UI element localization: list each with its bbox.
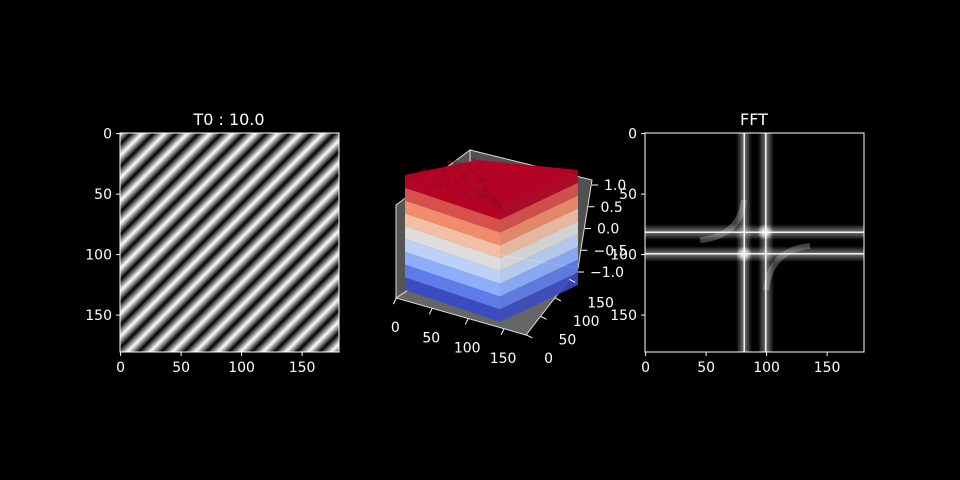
surface-top-cell: [481, 177, 485, 180]
surface-top-cell: [434, 184, 438, 187]
panel1-title: T0 : 10.0: [192, 110, 264, 129]
panel1-xtick-label: 50: [172, 360, 190, 376]
panel3-xtick-label: 0: [641, 360, 650, 376]
surface-top-cell: [457, 169, 461, 172]
sinusoid-image: [120, 133, 339, 352]
fft-panel: FFT 0 50 100 150 0 50 100 150: [610, 110, 864, 376]
surface-xtick-label: 100: [454, 341, 481, 357]
surface-top-cell: [498, 206, 502, 209]
surface-top-cell: [461, 193, 465, 196]
surface-top-cell: [488, 186, 492, 189]
panel3-ytick-label: 150: [610, 308, 637, 324]
surface-top-cell: [471, 170, 475, 173]
surface-ytick-label: 0: [544, 351, 553, 367]
surface-top-cell: [441, 174, 445, 177]
surface-top-cell: [468, 195, 472, 198]
panel1-xtick-label: 0: [116, 360, 125, 376]
surface-top-cell: [477, 174, 481, 177]
surface-top-cell: [445, 184, 449, 187]
surface-top-cell: [447, 160, 451, 163]
panel3-x-axis: 0 50 100 150: [641, 352, 840, 376]
surface-top-cell: [459, 162, 463, 165]
surface-xtick-label: 0: [391, 320, 400, 336]
surface-ztick-label: −1.0: [590, 265, 624, 281]
panel3-ytick-label: 100: [610, 248, 637, 264]
surface-xtick: [393, 298, 396, 304]
fft-image: [645, 133, 864, 352]
panel3-xtick-label: 150: [814, 360, 841, 376]
surface-top-cell: [438, 175, 442, 178]
surface-xtick: [501, 329, 504, 335]
sinusoid-panel: T0 : 10.0 0 50 100 150 0 50 100 150: [85, 110, 339, 376]
panel1-ytick-label: 0: [103, 127, 112, 143]
surface-top-cell: [466, 166, 470, 169]
panel3-ytick-label: 50: [619, 187, 637, 203]
surface-top-cell: [477, 167, 481, 170]
surface-ytick: [555, 298, 561, 301]
surface-top-cell: [446, 178, 450, 181]
surface-top-cell: [469, 188, 473, 191]
surface-top-cell: [453, 167, 457, 170]
panel1-xtick-label: 150: [289, 360, 316, 376]
panel1-xtick-label: 100: [228, 360, 255, 376]
panel3-xtick-label: 50: [697, 360, 715, 376]
surface-ytick: [541, 316, 547, 319]
panel3-xtick-label: 100: [753, 360, 780, 376]
surface-xtick-label: 150: [490, 351, 517, 367]
panel1-x-axis: 0 50 100 150: [116, 352, 315, 376]
surface-top-cell: [464, 174, 468, 177]
surface-xtick: [465, 319, 468, 325]
surface-ytick: [526, 335, 532, 338]
panel1-ytick-label: 50: [94, 187, 112, 203]
surface-panel: 0 50 100 150 0 50 100 150 −1.0 −0.5 0.0 0.5 1.0: [391, 150, 628, 367]
surface-top-cell: [422, 169, 426, 172]
panel1-ytick-label: 100: [85, 248, 112, 264]
surface-top-cell: [442, 169, 446, 172]
surface-top-cell: [486, 195, 490, 198]
surface-top-cell: [482, 195, 486, 198]
surface-top-cell: [477, 195, 481, 198]
panel3-ytick-label: 0: [628, 127, 637, 143]
surface-top-cell: [484, 189, 488, 192]
surface-top-cell: [453, 160, 457, 163]
surface-xtick: [429, 308, 432, 314]
surface-top-cell: [438, 184, 442, 187]
surface-ytick-label: 100: [573, 314, 600, 330]
surface-top-cell: [454, 163, 458, 166]
panel1-ytick-label: 150: [85, 308, 112, 324]
surface-top-cell: [455, 181, 459, 184]
panel1-y-axis: 0 50 100 150: [85, 127, 120, 324]
surface-top-cell: [494, 203, 498, 206]
surface-top-cell: [493, 195, 497, 198]
surface-ztick-label: 0.0: [597, 222, 619, 238]
surface-top-cell: [472, 158, 476, 161]
surface-top-cell: [411, 175, 415, 178]
surface-top-cell: [483, 185, 487, 188]
surface-top-cell: [476, 199, 480, 202]
panel3-title: FFT: [740, 110, 768, 129]
surface-ytick-label: 50: [559, 332, 577, 348]
surface-top-cell: [473, 188, 477, 191]
surface-top-cell: [462, 177, 466, 180]
surface-xtick-label: 50: [422, 330, 440, 346]
